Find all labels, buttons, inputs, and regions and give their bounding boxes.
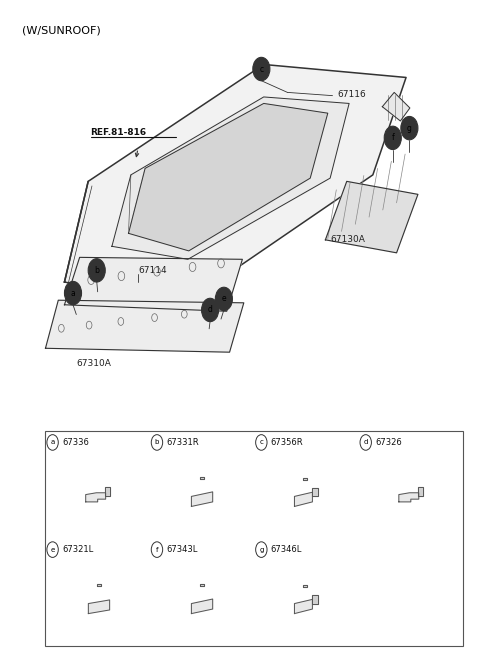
Polygon shape xyxy=(312,595,318,603)
Circle shape xyxy=(401,117,418,140)
Text: e: e xyxy=(50,547,55,553)
Polygon shape xyxy=(294,599,312,614)
Text: a: a xyxy=(50,440,55,445)
Text: 67343L: 67343L xyxy=(167,545,198,554)
Text: 67321L: 67321L xyxy=(62,545,93,554)
Text: a: a xyxy=(71,289,75,297)
Text: e: e xyxy=(222,295,226,303)
Text: 67331R: 67331R xyxy=(167,438,199,447)
Text: g: g xyxy=(259,547,264,553)
Text: 67336: 67336 xyxy=(62,438,89,447)
Text: c: c xyxy=(259,440,264,445)
Polygon shape xyxy=(200,477,204,479)
Circle shape xyxy=(202,298,219,322)
Text: 67326: 67326 xyxy=(375,438,402,447)
Text: REF.81-816: REF.81-816 xyxy=(91,128,147,137)
Text: 67116: 67116 xyxy=(337,90,366,100)
Text: f: f xyxy=(391,134,394,142)
Circle shape xyxy=(88,259,105,282)
Polygon shape xyxy=(86,493,106,502)
Polygon shape xyxy=(129,103,328,251)
Polygon shape xyxy=(64,257,242,311)
Polygon shape xyxy=(399,493,419,502)
Text: 67356R: 67356R xyxy=(271,438,303,447)
Circle shape xyxy=(384,126,401,149)
Polygon shape xyxy=(192,599,213,614)
Text: 67130A: 67130A xyxy=(330,234,365,244)
Polygon shape xyxy=(303,585,308,588)
Circle shape xyxy=(64,282,82,305)
Polygon shape xyxy=(312,488,318,496)
Polygon shape xyxy=(294,493,312,506)
Polygon shape xyxy=(96,584,101,586)
Polygon shape xyxy=(418,487,423,496)
Polygon shape xyxy=(325,181,418,253)
Circle shape xyxy=(253,58,270,81)
Polygon shape xyxy=(303,477,308,480)
Polygon shape xyxy=(46,300,244,352)
Text: d: d xyxy=(363,440,368,445)
Text: b: b xyxy=(94,266,99,275)
Polygon shape xyxy=(112,97,349,259)
Text: g: g xyxy=(407,124,412,132)
Text: d: d xyxy=(208,305,213,314)
Polygon shape xyxy=(105,487,109,496)
Text: f: f xyxy=(156,547,158,553)
Polygon shape xyxy=(383,92,410,121)
Text: 67346L: 67346L xyxy=(271,545,302,554)
Text: (W/SUNROOF): (W/SUNROOF) xyxy=(22,26,100,35)
Circle shape xyxy=(216,288,232,310)
Polygon shape xyxy=(200,584,204,586)
Text: c: c xyxy=(259,65,264,73)
Polygon shape xyxy=(192,492,213,506)
Bar xyxy=(46,432,463,646)
Polygon shape xyxy=(64,64,406,305)
Polygon shape xyxy=(88,600,109,614)
Text: b: b xyxy=(155,440,159,445)
Text: 67310A: 67310A xyxy=(76,359,111,367)
Text: 67114: 67114 xyxy=(138,266,167,275)
